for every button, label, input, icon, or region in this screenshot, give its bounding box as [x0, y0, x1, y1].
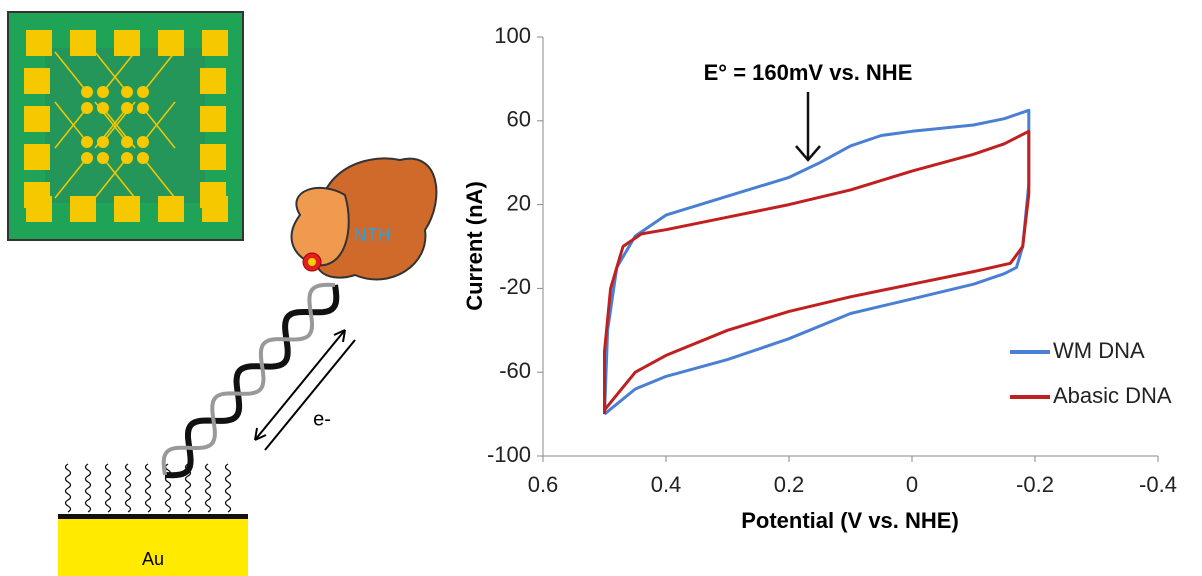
- x-tick-label: 0.4: [651, 472, 682, 497]
- contact: [97, 102, 109, 114]
- electrode-edge: [58, 514, 248, 519]
- trace: [102, 157, 136, 199]
- trace: [102, 101, 136, 143]
- electron-arrow: [254, 329, 346, 441]
- dna-strand: [164, 284, 340, 479]
- pad: [26, 30, 52, 56]
- pad: [202, 30, 228, 56]
- cluster-core: [308, 258, 316, 266]
- trace: [142, 107, 176, 149]
- annotation-arrowhead: [795, 145, 821, 162]
- monolayer: [144, 463, 152, 513]
- trace: [54, 101, 88, 143]
- x-axis-title: Potential (V vs. NHE): [741, 508, 959, 533]
- arrow-head: [254, 329, 346, 441]
- pad: [200, 106, 226, 132]
- contact: [121, 136, 133, 148]
- x-tick-label: -0.2: [1016, 472, 1054, 497]
- electrode-label: Au: [142, 549, 164, 569]
- pad: [24, 68, 50, 94]
- monolayer: [84, 463, 92, 513]
- pad: [114, 30, 140, 56]
- contact: [121, 102, 133, 114]
- trace: [142, 51, 176, 93]
- y-tick-label: -20: [499, 274, 531, 299]
- trace: [142, 101, 176, 143]
- pad: [70, 30, 96, 56]
- dna-strand: [161, 282, 336, 476]
- protein: [315, 157, 438, 281]
- trace: [94, 51, 128, 93]
- pad: [200, 182, 226, 208]
- x-tick-label: 0: [906, 472, 918, 497]
- contact: [81, 86, 93, 98]
- trace: [54, 51, 88, 93]
- trace: [54, 107, 88, 149]
- gold-electrode: [58, 514, 248, 576]
- pad: [24, 144, 50, 170]
- illustration: [7, 11, 340, 513]
- contact: [97, 136, 109, 148]
- protein-domain: [290, 186, 350, 267]
- contact: [81, 152, 93, 164]
- y-tick-label: -60: [499, 358, 531, 383]
- pad: [200, 68, 226, 94]
- contact: [81, 102, 93, 114]
- pad: [200, 144, 226, 170]
- legend-label: Abasic DNA: [1053, 383, 1172, 408]
- contact: [137, 102, 149, 114]
- trace: [54, 157, 88, 199]
- pad: [24, 106, 50, 132]
- monolayer: [124, 463, 132, 513]
- contact: [137, 136, 149, 148]
- electron-label: e-: [313, 408, 331, 430]
- x-tick-label: 0.6: [528, 472, 559, 497]
- monolayer: [224, 463, 232, 513]
- y-tick-label: 60: [507, 107, 531, 132]
- contact: [97, 86, 109, 98]
- plot: E° = 160mV vs. NHE Potential (V vs. NHE)…: [462, 23, 1177, 533]
- pad: [158, 196, 184, 222]
- annotation: E° = 160mV vs. NHE: [704, 60, 913, 85]
- pad: [70, 196, 96, 222]
- monolayer: [164, 463, 172, 513]
- monolayer: [64, 463, 72, 513]
- protein-label: NTH: [354, 225, 391, 245]
- contact: [137, 86, 149, 98]
- trace: [102, 51, 136, 93]
- electron-arrow: [264, 339, 356, 451]
- legend-label: WM DNA: [1053, 338, 1145, 363]
- contact: [137, 152, 149, 164]
- pad: [158, 30, 184, 56]
- contact: [121, 86, 133, 98]
- contact: [121, 152, 133, 164]
- pad: [114, 196, 140, 222]
- x-tick-label: 0.2: [774, 472, 805, 497]
- series-line: [603, 108, 1031, 416]
- y-tick-label: 20: [507, 190, 531, 215]
- contact: [81, 136, 93, 148]
- x-tick-label: -0.4: [1139, 472, 1177, 497]
- monolayer: [204, 463, 212, 513]
- y-tick-label: -100: [487, 442, 531, 467]
- contact: [97, 152, 109, 164]
- trace: [142, 157, 176, 199]
- y-axis-title: Current (nA): [462, 181, 487, 311]
- pad: [24, 182, 50, 208]
- trace: [94, 157, 128, 199]
- y-tick-label: 100: [494, 23, 531, 48]
- monolayer: [104, 463, 112, 513]
- trace: [94, 101, 128, 143]
- series-line: [603, 129, 1031, 415]
